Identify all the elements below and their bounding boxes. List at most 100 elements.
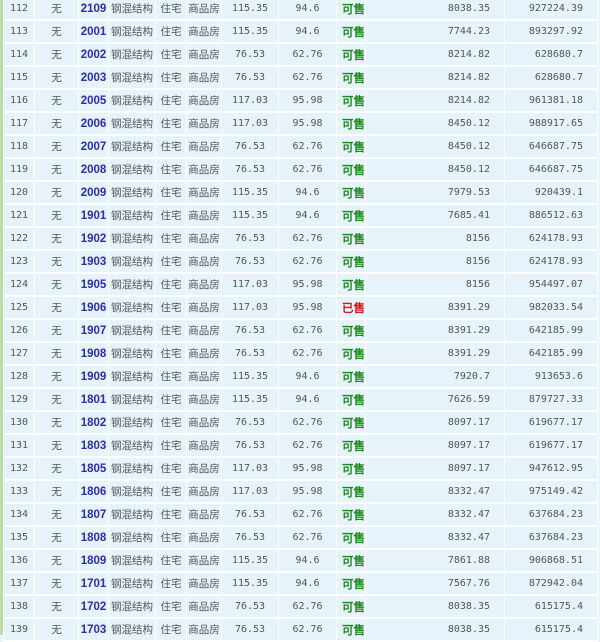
structure-cell: 钢混结构 [108,20,156,44]
room-number-link[interactable]: 1809 [78,549,109,573]
property-type-cell: 商品房 [186,572,222,596]
room-number-link[interactable]: 2003 [78,66,109,90]
inner-area-cell: 62.76 [278,250,337,274]
structure-cell: 钢混结构 [108,526,156,550]
total-price-cell: 872942.04 [504,572,598,596]
property-type-cell: 商品房 [186,0,222,21]
property-type-cell: 商品房 [186,480,222,504]
room-number-link[interactable]: 2109 [78,0,109,21]
structure-cell: 钢混结构 [108,457,156,481]
inner-area-cell: 95.98 [278,457,337,481]
mark-cell: 无 [34,273,79,297]
table-row: 127 无 1908 钢混结构 住宅 商品房 76.53 62.76 可售 8391.29 6421… [3,342,598,366]
status-badge: 可售 [336,319,366,343]
room-number-link[interactable]: 2005 [78,89,109,113]
room-number-link[interactable]: 1801 [78,388,109,412]
room-number-link[interactable]: 2007 [78,135,109,159]
building-area-cell: 76.53 [221,319,279,343]
row-number: 116 [3,89,35,113]
room-number-link[interactable]: 1805 [78,457,109,481]
building-area-cell: 76.53 [221,434,279,458]
building-area-cell: 76.53 [221,526,279,550]
room-number-link[interactable]: 1902 [78,227,109,251]
unit-price-cell: 7626.59 [365,388,505,412]
table-row: 125 无 1906 钢混结构 住宅 商品房 117.03 95.98 已售 8391.29 982… [3,296,598,320]
structure-cell: 钢混结构 [108,89,156,113]
room-number-link[interactable]: 1909 [78,365,109,389]
room-number-link[interactable]: 2001 [78,20,109,44]
structure-cell: 钢混结构 [108,480,156,504]
status-badge: 可售 [336,549,366,573]
building-area-cell: 76.53 [221,66,279,90]
room-number-link[interactable]: 1702 [78,595,109,619]
room-number-link[interactable]: 2006 [78,112,109,136]
structure-cell: 钢混结构 [108,342,156,366]
row-number: 139 [3,618,35,642]
mark-cell: 无 [34,0,79,21]
mark-cell: 无 [34,572,79,596]
room-number-link[interactable]: 1906 [78,296,109,320]
building-area-cell: 76.53 [221,227,279,251]
building-area-cell: 76.53 [221,342,279,366]
room-number-link[interactable]: 1907 [78,319,109,343]
status-badge: 可售 [336,411,366,435]
unit-price-cell: 8391.29 [365,342,505,366]
property-type-cell: 商品房 [186,342,222,366]
usage-cell: 住宅 [155,595,187,619]
room-number-link[interactable]: 1807 [78,503,109,527]
room-number-link[interactable]: 2008 [78,158,109,182]
room-number-link[interactable]: 1808 [78,526,109,550]
total-price-cell: 920439.1 [504,181,598,205]
total-price-cell: 913653.6 [504,365,598,389]
structure-cell: 钢混结构 [108,388,156,412]
property-type-cell: 商品房 [186,388,222,412]
building-area-cell: 115.35 [221,204,279,228]
room-number-link[interactable]: 2009 [78,181,109,205]
room-number-link[interactable]: 1803 [78,434,109,458]
inner-area-cell: 94.6 [278,365,337,389]
building-area-cell: 117.03 [221,112,279,136]
usage-cell: 住宅 [155,20,187,44]
room-number-link[interactable]: 1903 [78,250,109,274]
total-price-cell: 637684.23 [504,526,598,550]
room-number-link[interactable]: 2002 [78,43,109,67]
status-badge: 可售 [336,66,366,90]
table-row: 121 无 1901 钢混结构 住宅 商品房 115.35 94.6 可售 7685.41 8865… [3,204,598,228]
row-number: 137 [3,572,35,596]
room-number-link[interactable]: 1802 [78,411,109,435]
total-price-cell: 624178.93 [504,227,598,251]
usage-cell: 住宅 [155,457,187,481]
property-type-cell: 商品房 [186,618,222,642]
mark-cell: 无 [34,342,79,366]
total-price-cell: 628680.7 [504,43,598,67]
unit-price-cell: 8450.12 [365,135,505,159]
unit-price-cell: 8332.47 [365,503,505,527]
structure-cell: 钢混结构 [108,296,156,320]
inner-area-cell: 95.98 [278,112,337,136]
mark-cell: 无 [34,296,79,320]
unit-price-cell: 8156 [365,227,505,251]
building-area-cell: 76.53 [221,503,279,527]
structure-cell: 钢混结构 [108,181,156,205]
usage-cell: 住宅 [155,572,187,596]
building-area-cell: 76.53 [221,43,279,67]
usage-cell: 住宅 [155,526,187,550]
room-number-link[interactable]: 1901 [78,204,109,228]
inner-area-cell: 62.76 [278,227,337,251]
room-number-link[interactable]: 1701 [78,572,109,596]
total-price-cell: 619677.17 [504,411,598,435]
row-number: 118 [3,135,35,159]
property-type-cell: 商品房 [186,503,222,527]
property-type-cell: 商品房 [186,204,222,228]
room-number-link[interactable]: 1905 [78,273,109,297]
table-row: 124 无 1905 钢混结构 住宅 商品房 117.03 95.98 可售 8156 954497… [3,273,598,297]
property-type-cell: 商品房 [186,526,222,550]
mark-cell: 无 [34,43,79,67]
table-row: 134 无 1807 钢混结构 住宅 商品房 76.53 62.76 可售 8332.47 6376… [3,503,598,527]
unit-price-cell: 7920.7 [365,365,505,389]
room-number-link[interactable]: 1806 [78,480,109,504]
room-number-link[interactable]: 1703 [78,618,109,642]
room-number-link[interactable]: 1908 [78,342,109,366]
table-row: 129 无 1801 钢混结构 住宅 商品房 115.35 94.6 可售 7626.59 8797… [3,388,598,412]
property-type-cell: 商品房 [186,20,222,44]
